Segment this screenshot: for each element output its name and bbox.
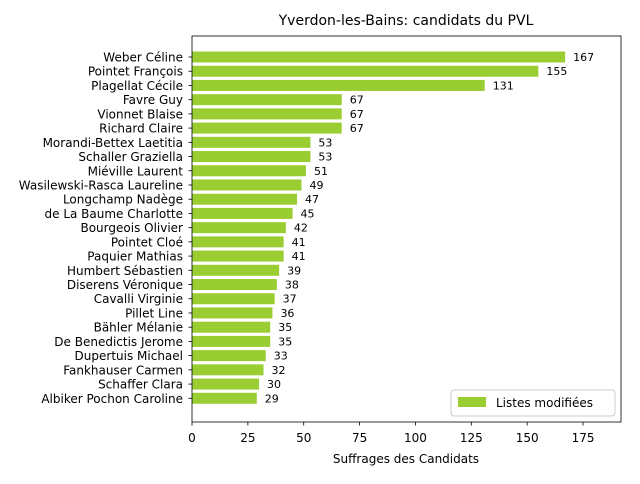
legend-swatch — [458, 397, 486, 407]
bar — [192, 392, 257, 404]
x-tick-label: 0 — [188, 431, 196, 445]
bar — [192, 236, 284, 248]
y-tick-label: Morandi-Bettex Laetitia — [43, 136, 183, 150]
y-tick-label: Favre Guy — [123, 93, 183, 107]
chart-title: Yverdon-les-Bains: candidats du PVL — [278, 13, 534, 29]
bar — [192, 79, 485, 91]
bar — [192, 250, 284, 262]
bar — [192, 122, 342, 134]
bar — [192, 335, 271, 347]
bar — [192, 378, 260, 390]
bar-value-label: 131 — [493, 79, 514, 92]
bar-value-label: 41 — [292, 250, 306, 263]
y-tick-label: Dupertuis Michael — [75, 349, 183, 363]
bar-value-label: 38 — [285, 279, 299, 292]
bar-value-label: 39 — [287, 264, 301, 277]
bar-value-label: 37 — [283, 293, 297, 306]
bar — [192, 364, 264, 376]
bar-value-label: 67 — [350, 122, 364, 135]
x-tick-label: 50 — [296, 431, 311, 445]
x-axis-ticks: 0 25 50 75 100 125 150 175 — [188, 422, 594, 445]
y-tick-label: Paquier Mathias — [87, 250, 183, 264]
x-tick-label: 125 — [460, 431, 483, 445]
bar-value-label: 67 — [350, 108, 364, 121]
x-tick-label: 100 — [404, 431, 427, 445]
bar — [192, 108, 342, 120]
y-tick-label: Vionnet Blaise — [97, 107, 183, 121]
bar — [192, 222, 286, 234]
y-tick-label: de La Baume Charlotte — [45, 207, 184, 221]
y-tick-label: Cavalli Virginie — [94, 292, 183, 306]
value-labels-layer: 1671551316767675353514947454241413938373… — [265, 51, 594, 405]
bar — [192, 165, 306, 177]
bar — [192, 51, 566, 63]
bar — [192, 94, 342, 106]
bar-value-label: 35 — [278, 321, 292, 334]
bar-value-label: 51 — [314, 165, 328, 178]
bar — [192, 193, 298, 205]
bar-value-label: 45 — [301, 207, 315, 220]
legend-label: Listes modifiées — [496, 396, 593, 410]
x-axis-label: Suffrages des Candidats — [333, 452, 479, 466]
legend: Listes modifiées — [450, 389, 616, 417]
bar-value-label: 32 — [272, 364, 286, 377]
bar — [192, 307, 273, 319]
y-tick-label: De Benedictis Jerome — [54, 335, 183, 349]
y-tick-label: Fankhauser Carmen — [63, 363, 183, 377]
y-tick-label: Pillet Line — [125, 306, 183, 320]
y-tick-label: Richard Claire — [99, 122, 183, 136]
bar — [192, 321, 271, 333]
bar — [192, 136, 311, 148]
y-tick-label: Pointet François — [88, 65, 183, 79]
bar — [192, 65, 539, 77]
bar — [192, 151, 311, 163]
bar-value-label: 36 — [280, 307, 294, 320]
y-tick-label: Pointet Cloé — [111, 235, 183, 249]
y-tick-label: Humbert Sébastien — [67, 264, 183, 278]
bar-value-label: 167 — [573, 51, 594, 64]
y-tick-label: Longchamp Nadège — [63, 193, 183, 207]
x-tick-label: 75 — [352, 431, 367, 445]
y-tick-label: Plagellat Cécile — [91, 79, 183, 93]
bar-value-label: 155 — [546, 65, 567, 78]
bar — [192, 350, 266, 362]
bar — [192, 279, 277, 291]
bar-value-label: 53 — [318, 136, 332, 149]
bars-layer — [192, 51, 566, 404]
y-tick-label: Weber Céline — [103, 51, 183, 65]
legend-box — [450, 389, 616, 417]
bar-value-label: 67 — [350, 94, 364, 107]
bar — [192, 293, 275, 305]
y-tick-label: Bourgeois Olivier — [80, 221, 183, 235]
axes-frame — [191, 35, 622, 423]
bar — [192, 207, 293, 219]
bar-value-label: 30 — [267, 378, 281, 391]
y-tick-label: Schaffer Clara — [98, 378, 183, 392]
x-tick-label: 25 — [240, 431, 255, 445]
bar-value-label: 53 — [318, 151, 332, 164]
y-tick-label: Albiker Pochon Caroline — [41, 392, 183, 406]
y-tick-label: Wasilewski-Rasca Laureline — [19, 178, 183, 192]
bar-value-label: 35 — [278, 335, 292, 348]
bar-value-label: 33 — [274, 350, 288, 363]
bar — [192, 264, 280, 276]
bar-value-label: 47 — [305, 193, 319, 206]
y-tick-label: Schaller Graziella — [78, 150, 183, 164]
y-tick-label: Bähler Mélanie — [94, 321, 183, 335]
x-tick-label: 175 — [572, 431, 595, 445]
y-tick-label: Diserens Véronique — [67, 278, 183, 292]
bar — [192, 179, 302, 191]
bar-value-label: 41 — [292, 236, 306, 249]
bar-value-label: 29 — [265, 392, 279, 405]
x-tick-label: 150 — [516, 431, 539, 445]
bar-value-label: 42 — [294, 222, 308, 235]
y-tick-label: Miéville Laurent — [88, 164, 184, 178]
bar-value-label: 49 — [309, 179, 323, 192]
